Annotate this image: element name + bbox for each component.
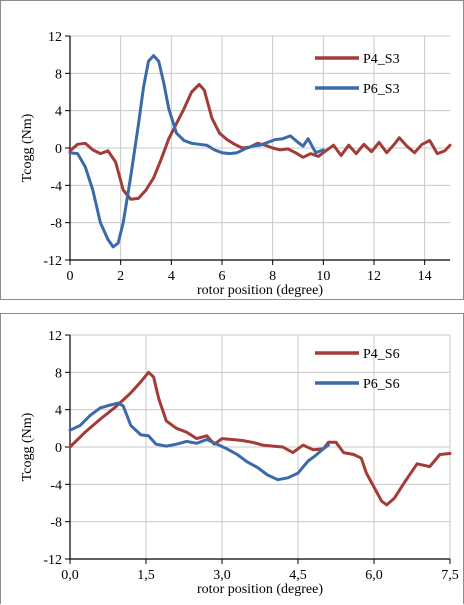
gridlines xyxy=(69,35,450,261)
x-tick-label: 4 xyxy=(168,269,175,284)
y-tick-label: -12 xyxy=(43,553,62,568)
x-tick-label: 2 xyxy=(117,269,124,284)
x-tick-label: 14 xyxy=(418,269,432,284)
series-line-p4-s3 xyxy=(68,83,452,201)
chart-panel-bottom: -12 -8 -4 0 4 8 12 0,0 1,5 3,0 4,5 6,0 7,5 rotor posi… xyxy=(0,313,464,604)
gridlines xyxy=(69,334,451,560)
y-tick-label: 0 xyxy=(55,441,62,456)
x-tick-label: 3,0 xyxy=(213,568,231,583)
chart-top: -12 -8 -4 0 4 8 12 0 2 4 6 8 10 12 14 rotor position (d… xyxy=(20,30,452,298)
x-tick-label: 12 xyxy=(367,269,381,284)
y-tick-label: 8 xyxy=(55,67,62,82)
legend: P4_S3 P6_S3 xyxy=(315,52,400,97)
x-tick-label: 1,5 xyxy=(137,568,155,583)
series-line-p6-s3 xyxy=(68,54,325,249)
x-tick-label: 0 xyxy=(67,269,74,284)
x-tick-label: 8 xyxy=(269,269,276,284)
x-tick-label: 10 xyxy=(316,269,330,284)
x-tick-label: 4,5 xyxy=(289,568,307,583)
legend-entry-label: P4_S6 xyxy=(363,347,400,362)
y-tick-label: 12 xyxy=(48,30,62,45)
y-tick-label: -8 xyxy=(50,217,62,232)
y-tick-label: 4 xyxy=(55,404,62,419)
x-tick-label: 6,0 xyxy=(365,568,383,583)
y-tick-label: -4 xyxy=(50,478,62,493)
legend-entry-label: P6_S3 xyxy=(363,82,400,97)
y-tick-label: 4 xyxy=(55,105,62,120)
y-axis-label: Tcogg (Nm) xyxy=(20,113,35,182)
y-tick-label: 0 xyxy=(55,142,62,157)
series-line-p4-s6 xyxy=(68,370,452,507)
x-axis-label: rotor position (degree) xyxy=(197,283,323,298)
chart-bottom: -12 -8 -4 0 4 8 12 0,0 1,5 3,0 4,5 6,0 7,5 rotor posi… xyxy=(20,329,459,597)
legend: P4_S6 P6_S6 xyxy=(315,347,400,392)
x-tick-label: 0,0 xyxy=(61,568,79,583)
x-tick-label: 7,5 xyxy=(441,568,459,583)
y-tick-label: -8 xyxy=(50,516,62,531)
y-tick-label: -12 xyxy=(43,254,62,269)
chart-panel-top: -12 -8 -4 0 4 8 12 0 2 4 6 8 10 12 14 rotor position (d… xyxy=(0,0,464,300)
y-axis-label: Tcogg (Nm) xyxy=(20,412,35,481)
y-tick-label: 8 xyxy=(55,366,62,381)
legend-entry-label: P6_S6 xyxy=(363,377,400,392)
y-tick-label: -4 xyxy=(50,179,62,194)
x-tick-label: 6 xyxy=(219,269,226,284)
legend-entry-label: P4_S3 xyxy=(363,52,400,67)
x-axis-label: rotor position (degree) xyxy=(197,582,323,597)
y-tick-label: 12 xyxy=(48,329,62,344)
series-line-p6-s6 xyxy=(68,401,330,482)
